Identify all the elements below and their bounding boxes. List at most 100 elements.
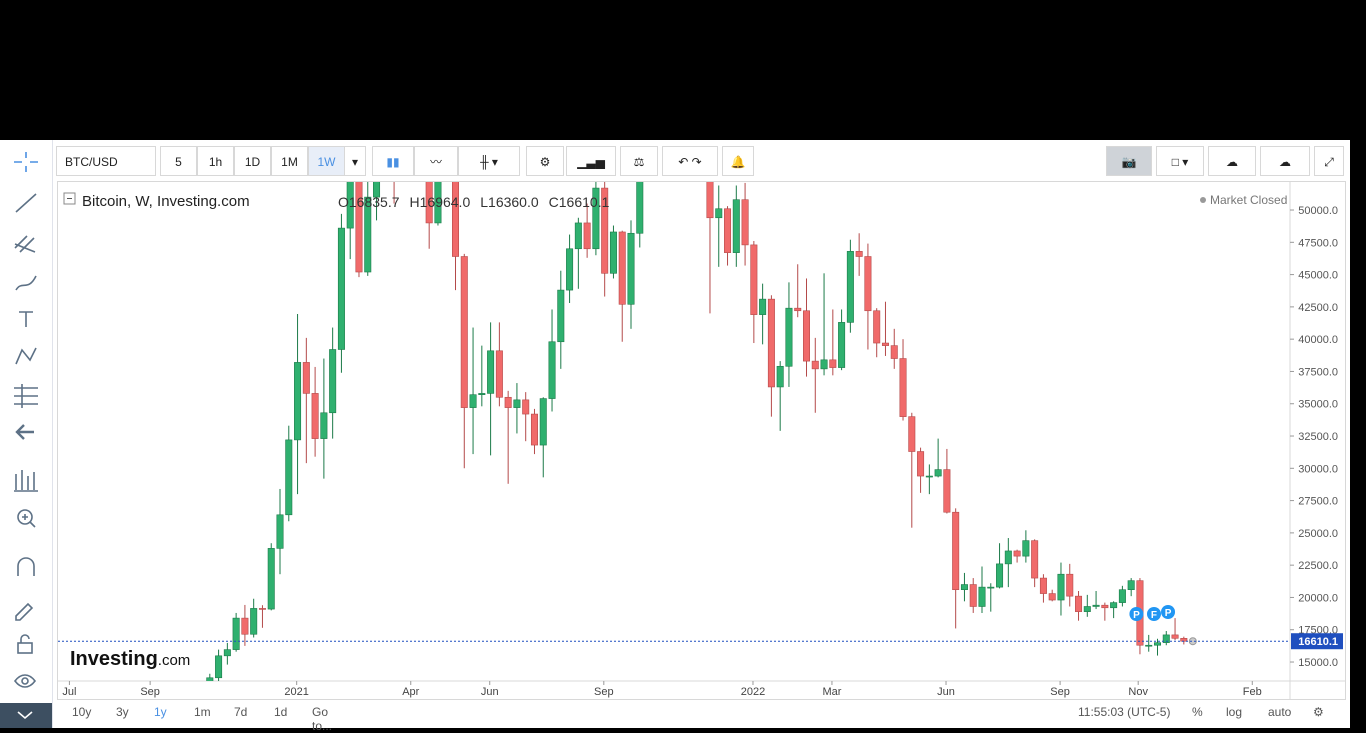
candle-body <box>838 322 846 368</box>
candle-type-button[interactable]: ▮▮ <box>372 146 414 176</box>
layout-button[interactable]: □ ▾ <box>1156 146 1204 176</box>
y-tick-label: 20000.0 <box>1298 592 1338 604</box>
interval-dropdown[interactable]: ▾ <box>344 146 366 176</box>
fullscreen-button[interactable]: ⤢ <box>1314 146 1344 176</box>
cloud-upload-button[interactable]: ☁ <box>1260 146 1310 176</box>
y-tick-label: 40000.0 <box>1298 334 1338 346</box>
interval-button[interactable]: 1M <box>271 146 308 176</box>
candle-body <box>444 104 450 125</box>
candle-body <box>715 208 723 219</box>
chart-title: Bitcoin, W, Investing.com <box>82 193 250 210</box>
candle-body <box>864 256 872 312</box>
trendline-icon[interactable] <box>15 193 37 213</box>
x-tick-label: Jun <box>481 686 499 698</box>
candle-body <box>504 396 512 408</box>
settings-button[interactable]: ⚙ <box>526 146 564 176</box>
range-button[interactable]: 10y <box>72 705 92 719</box>
event-label: P <box>1165 608 1172 619</box>
range-button[interactable]: 1y <box>154 705 167 719</box>
candle-body <box>548 341 556 399</box>
crosshair-icon[interactable] <box>14 152 38 172</box>
indicator-icon[interactable] <box>14 470 38 492</box>
y-tick-label: 45000.0 <box>1298 270 1338 282</box>
candle-body <box>881 342 889 346</box>
magnet-icon[interactable] <box>17 557 35 576</box>
candle-body <box>732 199 740 253</box>
candle-body <box>960 584 968 590</box>
candle-body <box>320 412 328 439</box>
candle-body <box>873 310 881 344</box>
compare-button[interactable]: ⚖ <box>620 146 658 176</box>
indicators-button[interactable]: ▁▃▅ <box>566 146 616 176</box>
collapse-button[interactable] <box>0 703 52 728</box>
y-tick-label: 27500.0 <box>1298 496 1338 508</box>
scale-settings[interactable]: ⚙ <box>1313 705 1324 719</box>
y-tick-label: 15000.0 <box>1298 657 1338 669</box>
candle-body <box>215 655 223 679</box>
interval-button[interactable]: 1h <box>197 146 234 176</box>
scale-option[interactable]: % <box>1192 705 1203 719</box>
range-button[interactable]: 1m <box>194 705 211 719</box>
range-button[interactable]: 7d <box>234 705 248 719</box>
last-price-box <box>1291 633 1343 650</box>
pattern-icon[interactable] <box>15 347 37 365</box>
candle-body <box>1022 540 1030 557</box>
snapshot-button[interactable]: 📷 <box>1106 146 1152 176</box>
candle-body <box>241 617 249 635</box>
bar-type-button[interactable]: ╫ ▾ <box>458 146 520 176</box>
y-tick-label: 25000.0 <box>1298 528 1338 540</box>
candle-body <box>250 608 258 635</box>
candle-body <box>654 62 660 70</box>
candle-body <box>1171 634 1179 639</box>
scale-option[interactable]: log <box>1226 705 1243 719</box>
interval-button[interactable]: 1D <box>234 146 271 176</box>
candle-body <box>1127 580 1135 590</box>
y-tick-label: 47500.0 <box>1298 237 1338 249</box>
candle-body <box>583 222 591 250</box>
ohlc-legend: O16835.7 H16964.0 L16360.0 C16610.1 <box>338 194 610 210</box>
lock-icon[interactable] <box>17 642 33 654</box>
candle-body <box>557 289 565 343</box>
candle-body <box>750 244 758 315</box>
candle-body <box>636 182 644 234</box>
interval-button[interactable]: 1W <box>308 146 345 176</box>
candle-body <box>346 182 354 229</box>
candle-body <box>776 365 784 388</box>
cloud-download-button[interactable]: ☁ <box>1208 146 1256 176</box>
fib-icon[interactable] <box>14 384 38 408</box>
top-toolbar: BTC/USD 5 1h 1D 1M 1W ▾ ▮▮ 〰 ╫ ▾ ⚙ ▁▃▅ ⚖ ↶ ↷… <box>56 146 1346 178</box>
y-tick-label: 22500.0 <box>1298 560 1338 572</box>
candle-body <box>294 362 302 441</box>
candle-body <box>592 187 600 250</box>
candle-body <box>1153 642 1161 646</box>
ohlc-value: 16610.1 <box>559 194 610 210</box>
candle-body <box>391 114 397 135</box>
symbol-input[interactable]: BTC/USD <box>56 146 156 176</box>
eye-icon[interactable] <box>13 674 37 688</box>
chart-border <box>57 181 1346 700</box>
range-button[interactable]: 3y <box>116 705 129 719</box>
scale-option[interactable]: auto <box>1268 705 1292 719</box>
ohlc-value: 16964.0 <box>420 194 471 210</box>
candle-body <box>206 677 214 681</box>
alert-button[interactable]: 🔔 <box>722 146 754 176</box>
pitchfork-icon[interactable] <box>14 235 36 253</box>
undo-redo-button[interactable]: ↶ ↷ <box>662 146 718 176</box>
line-type-button[interactable]: 〰 <box>414 146 458 176</box>
candle-body <box>698 98 704 116</box>
candle-body <box>645 62 651 146</box>
candle-body <box>382 94 388 115</box>
back-icon[interactable] <box>15 424 34 440</box>
x-tick-label: Sep <box>1050 686 1070 698</box>
x-tick-label: Feb <box>1243 686 1262 698</box>
event-marker <box>1161 605 1176 619</box>
candle-body <box>803 310 811 362</box>
lock-draw-icon[interactable] <box>15 602 34 621</box>
brush-icon[interactable] <box>15 275 37 291</box>
candle-body <box>478 393 486 395</box>
interval-button[interactable]: 5 <box>160 146 197 176</box>
text-icon[interactable] <box>19 311 33 327</box>
x-tick-label: Sep <box>140 686 160 698</box>
zoom-icon[interactable] <box>17 509 33 525</box>
range-button[interactable]: 1d <box>274 705 288 719</box>
